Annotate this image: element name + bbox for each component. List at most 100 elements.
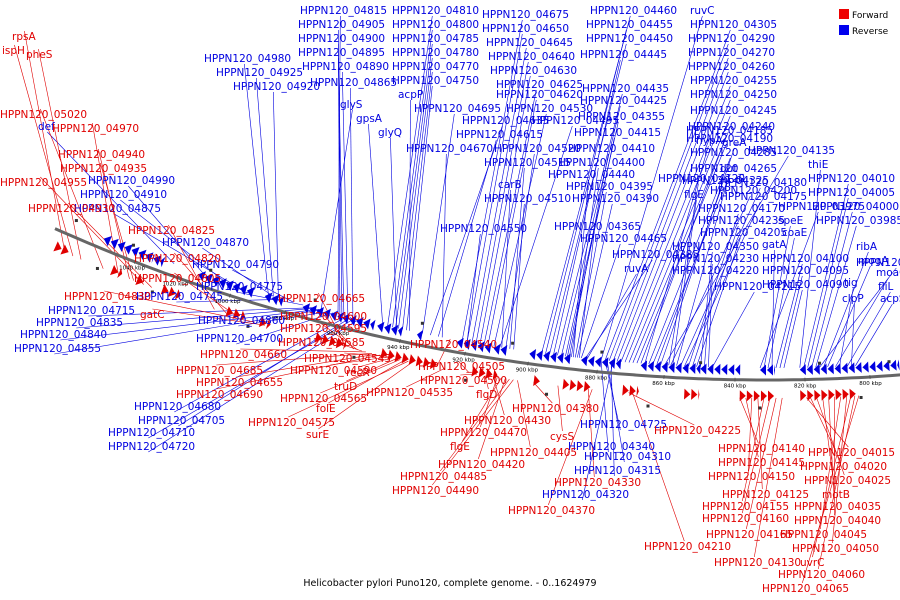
reverse-gene-arrow xyxy=(848,362,855,374)
forward-leader-line xyxy=(216,354,381,390)
reverse-gene-label: HPPN120_04260 xyxy=(688,61,775,73)
scale-tick-label: 980 kbp xyxy=(272,316,295,322)
reverse-gene-label: HPPN120_04615 xyxy=(456,129,543,141)
forward-gene-arrow xyxy=(335,337,344,349)
forward-gene-arrow xyxy=(387,349,395,361)
reverse-gene-arrow xyxy=(342,313,350,325)
reverse-gene-label: HPPN120_04230 xyxy=(672,253,759,265)
forward-gene-label: HPPN120_04405 xyxy=(490,447,577,459)
reverse-gene-arrow xyxy=(117,241,126,252)
reverse-gene-arrow xyxy=(278,295,285,307)
forward-gene-arrow xyxy=(471,365,479,377)
reverse-gene-label: HPPN120_04675 xyxy=(482,9,569,21)
reverse-gene-arrow xyxy=(550,351,557,363)
reverse-gene-label: HPPN120_04400 xyxy=(558,157,645,169)
forward-gene-arrow xyxy=(314,332,322,343)
forward-gene-label: HPPN120_04020 xyxy=(800,461,887,473)
forward-gene-label: HPPN120_04820 xyxy=(134,253,221,265)
forward-gene-label: rpsA xyxy=(12,31,36,43)
reverse-gene-label: HPPN120_04010 xyxy=(808,173,895,185)
reverse-gene-arrow xyxy=(484,342,492,354)
legend: Forward Reverse xyxy=(839,9,889,37)
reverse-gene-label: HPPN120_04905 xyxy=(298,19,385,31)
reverse-leader-line xyxy=(640,135,727,364)
reverse-gene-arrow xyxy=(767,364,773,376)
reverse-leader-line xyxy=(549,43,627,355)
reverse-leader-line xyxy=(704,263,713,367)
forward-gene-label: truD xyxy=(334,381,357,393)
ticks-layer: 1040 kbp 1020 kbp 1000 kbp 980 kbp 960 kbp 94… xyxy=(119,259,882,390)
legend-forward-swatch xyxy=(839,9,849,19)
reverse-leader-line xyxy=(581,243,621,359)
forward-gene-label: HPPN120_04060 xyxy=(778,569,865,581)
reverse-gene-arrow xyxy=(198,271,207,282)
reverse-leader-line xyxy=(487,99,537,346)
reverse-gene-arrow xyxy=(370,319,376,331)
reverse-leader-line xyxy=(244,63,269,296)
reverse-leader-line xyxy=(610,360,615,477)
reverse-gene-label: HPPN120_04640 xyxy=(488,51,575,63)
reverse-gene-label: HPPN120_04200 xyxy=(710,185,797,197)
label-lines xyxy=(14,15,897,584)
reverse-leader-line xyxy=(256,77,274,297)
forward-gene-label: HPPN120_04210 xyxy=(644,541,731,553)
reverse-gene-label: HPPN120_04190 xyxy=(686,133,773,145)
reverse-gene-arrow xyxy=(160,256,166,268)
forward-gene-label: HPPN120_04155 xyxy=(702,501,789,513)
reverse-leader-line xyxy=(823,251,869,368)
reverse-gene-arrow xyxy=(316,306,324,318)
forward-gene-label: HPPN120_04830 xyxy=(64,291,151,303)
forward-gene-label: HPPN120_04665 xyxy=(278,293,365,305)
reverse-gene-arrow xyxy=(271,294,280,306)
scale-tick-mark xyxy=(133,259,137,264)
forward-gene-arrow xyxy=(821,389,828,401)
scale-tick-mark xyxy=(177,275,179,280)
reverse-gene-label: HPPN120_04255 xyxy=(690,75,777,87)
reverse-gene-label: HPPN120_04815 xyxy=(300,5,387,17)
reverse-gene-label: HPPN120_04315 xyxy=(574,465,661,477)
forward-gene-label: HPPN120_04600 xyxy=(280,311,367,323)
reverse-gene-arrow xyxy=(323,308,331,320)
forward-gene-label: HPPN120_04330 xyxy=(554,477,641,489)
forward-gene-arrow xyxy=(478,366,486,378)
reverse-leader-line xyxy=(513,203,525,350)
reverse-gene-arrow xyxy=(131,247,140,258)
reverse-leader-line xyxy=(799,169,821,368)
forward-gene-label: HPPN120_04420 xyxy=(438,459,525,471)
forward-gene-label: HPPN120_04930 xyxy=(28,203,115,215)
reverse-gene-arrow xyxy=(820,363,827,375)
reverse-leader-line xyxy=(783,289,803,368)
reverse-gene-arrow xyxy=(594,356,602,368)
reverse-gene-arrow xyxy=(615,358,622,370)
reverse-gene-label: HPPN120_04790 xyxy=(192,259,279,271)
reverse-gene-label: HPPN120_04700 xyxy=(196,333,283,345)
scale-tick-label: 880 kbp xyxy=(585,376,608,382)
arc-marker xyxy=(818,361,822,365)
forward-leader-line xyxy=(812,395,852,558)
forward-gene-arrow xyxy=(422,356,430,368)
reverse-gene-arrow xyxy=(246,287,255,298)
forward-leader-line xyxy=(802,395,860,584)
reverse-gene-label: HPPN120_04325 xyxy=(682,175,769,187)
forward-gene-arrow xyxy=(415,355,423,367)
forward-gene-label: HPPN120_04150 xyxy=(708,471,795,483)
arc-marker xyxy=(246,324,250,328)
reverse-leader-line xyxy=(575,191,607,358)
reverse-gene-label: HPPN120_04100 xyxy=(762,253,849,265)
reverse-gene-arrow xyxy=(529,349,537,360)
reverse-gene-arrow xyxy=(124,244,133,255)
forward-gene-label: HPPN120_04690 xyxy=(176,389,263,401)
reverse-gene-label: HPPN120_04355 xyxy=(578,111,665,123)
forward-leader-line xyxy=(748,397,753,472)
forward-gene-label: pheS xyxy=(26,49,53,61)
reverse-gene-label: HPPN120_04785 xyxy=(392,33,479,45)
reverse-gene-label: ruvA xyxy=(624,263,649,275)
forward-gene-label: folE xyxy=(316,403,336,415)
forward-gene-label: HPPN120_04805 xyxy=(134,273,221,285)
reverse-gene-label: gatA xyxy=(762,239,787,251)
reverse-leader-line xyxy=(567,137,615,357)
forward-gene-label: HPPN120_04160 xyxy=(702,513,789,525)
reverse-leader-line xyxy=(708,275,713,368)
reverse-leader-line xyxy=(466,233,481,342)
forward-gene-label: HPPN120_04050 xyxy=(792,543,879,555)
